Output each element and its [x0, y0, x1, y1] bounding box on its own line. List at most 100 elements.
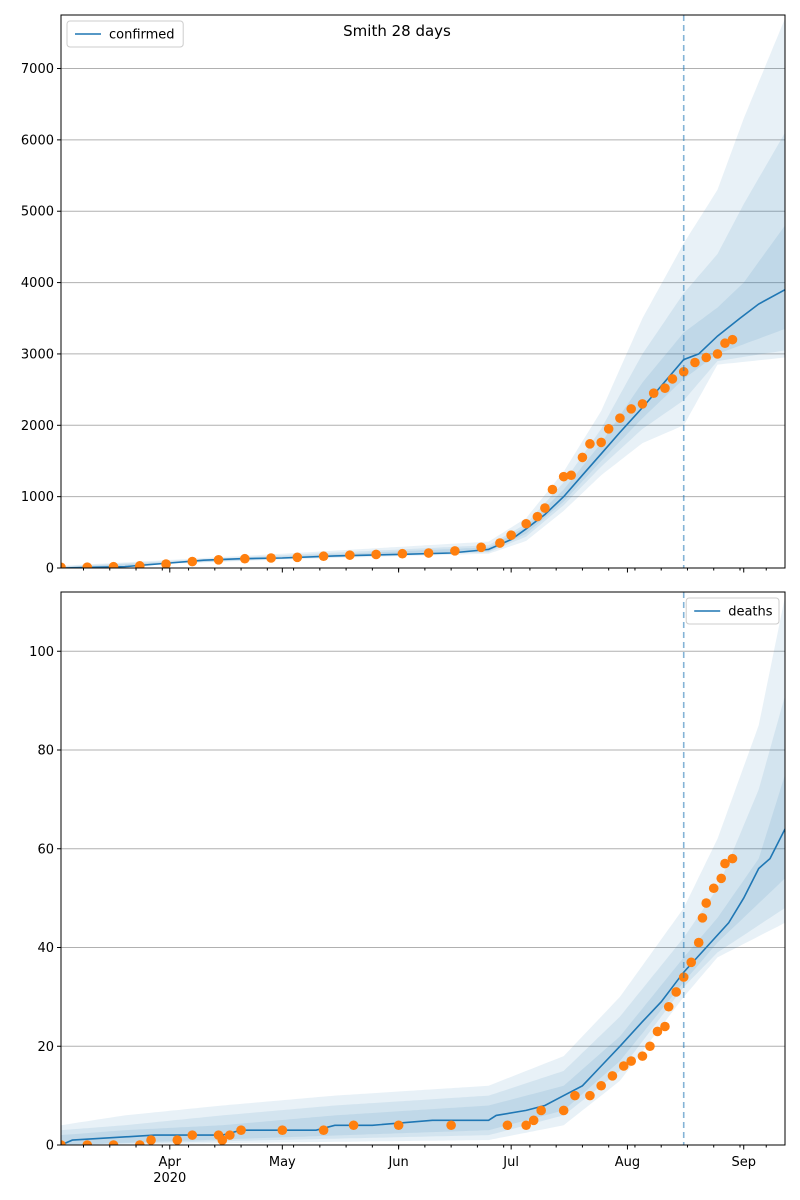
x-tick-label: Jul	[502, 1155, 519, 1170]
observed-point	[570, 1090, 580, 1101]
observed-point	[134, 561, 145, 568]
y-tick-label: 3000	[21, 347, 54, 362]
observed-point	[712, 349, 723, 359]
observed-point	[558, 471, 569, 482]
legend-label: confirmed	[109, 28, 175, 43]
observed-point	[82, 1140, 93, 1145]
chart-panel-confirmed: 0 1000 2000 3000 4000 5000 6000 7000 Smith 28 da…	[21, 14, 786, 577]
observed-point	[528, 1115, 539, 1126]
chart-panel-deaths: 0 20 40 60 80 100 Apr May Jun Jul Aug Sep 2020 deaths	[29, 591, 786, 1186]
uncertainty-band-2	[61, 132, 785, 568]
observed-point	[240, 553, 250, 564]
observed-point	[225, 1130, 235, 1140]
observed-point	[693, 937, 704, 948]
observed-point	[708, 883, 719, 894]
observed-point	[645, 1041, 655, 1052]
observed-point	[506, 530, 516, 540]
legend: deaths	[685, 597, 780, 625]
y-tick-label: 6000	[21, 133, 54, 148]
observed-point	[172, 1135, 183, 1145]
observed-point	[607, 1071, 618, 1081]
observed-point	[637, 399, 648, 409]
observed-point	[266, 553, 276, 563]
observed-point	[318, 1125, 329, 1135]
observed-point	[596, 1080, 606, 1091]
observed-point	[502, 1120, 513, 1131]
observed-point	[277, 1125, 288, 1135]
observed-point	[697, 913, 708, 923]
y-tick-label: 7000	[21, 62, 54, 77]
legend-label: deaths	[728, 605, 773, 620]
x-tick-label: Sep	[731, 1155, 756, 1170]
observed-point	[652, 1026, 663, 1037]
observed-point	[213, 554, 224, 565]
observed-point	[615, 413, 625, 423]
x-tick-label: Apr	[159, 1155, 182, 1170]
y-tick-label: 5000	[21, 205, 54, 220]
uncertainty-band-3	[61, 225, 785, 568]
chart-title: Smith 28 days	[343, 22, 451, 40]
uncertainty-bands	[61, 18, 785, 568]
x-tick-label: May	[269, 1155, 296, 1170]
observed-point	[585, 439, 595, 449]
observed-point	[371, 549, 381, 560]
observed-point	[686, 957, 697, 968]
observed-point	[648, 388, 659, 398]
observed-point	[558, 1105, 569, 1116]
observed-point	[134, 1140, 145, 1145]
y-tick-label: 0	[46, 1139, 54, 1154]
legend-box	[685, 597, 780, 625]
observed-point	[521, 1120, 531, 1131]
uncertainty-band-1	[61, 596, 785, 1145]
y-tick-label: 4000	[21, 276, 54, 291]
y-tick-label: 0	[46, 562, 54, 577]
observed-point	[318, 551, 329, 562]
observed-point	[532, 511, 543, 522]
axes-frame	[60, 14, 786, 569]
observed-point	[603, 424, 614, 434]
observed-point	[345, 550, 355, 560]
observed-point	[577, 452, 588, 463]
y-tick-label: 60	[37, 842, 54, 857]
observed-point	[217, 1135, 228, 1145]
observed-point	[187, 556, 198, 567]
legend: confirmed	[66, 20, 184, 48]
observed-point	[108, 561, 119, 568]
observed-points	[61, 334, 738, 568]
y-tick-label: 40	[37, 941, 54, 956]
observed-point	[637, 1051, 648, 1061]
observed-point	[236, 1125, 246, 1135]
observed-point	[667, 374, 678, 384]
x-year-label: 2020	[153, 1171, 186, 1186]
observed-points	[61, 853, 738, 1145]
observed-point	[446, 1120, 456, 1131]
observed-point	[476, 542, 486, 553]
observed-point	[82, 562, 93, 568]
observed-point	[660, 1021, 670, 1032]
observed-point	[720, 858, 730, 869]
observed-point	[348, 1120, 359, 1131]
uncertainty-band-1	[61, 18, 785, 568]
observed-point	[393, 1120, 404, 1131]
observed-point	[547, 484, 558, 495]
observed-point	[108, 1140, 119, 1145]
uncertainty-band-2	[61, 695, 785, 1145]
observed-point	[161, 559, 171, 568]
observed-point	[566, 470, 576, 481]
y-tick-label: 1000	[21, 490, 54, 505]
y-tick-label: 80	[37, 744, 54, 759]
y-tick-label: 20	[37, 1040, 54, 1055]
x-tick-label: Jun	[387, 1155, 408, 1170]
observed-point	[701, 898, 712, 908]
observed-point	[423, 548, 434, 558]
observed-point	[671, 987, 682, 997]
observed-point	[536, 1105, 546, 1116]
observed-point	[146, 1135, 156, 1145]
observed-point	[540, 503, 550, 513]
observed-point	[585, 1090, 595, 1101]
observed-point	[716, 873, 727, 884]
x-tick-label: Aug	[615, 1155, 640, 1170]
observed-point	[660, 383, 670, 393]
y-tick-label: 2000	[21, 419, 54, 434]
